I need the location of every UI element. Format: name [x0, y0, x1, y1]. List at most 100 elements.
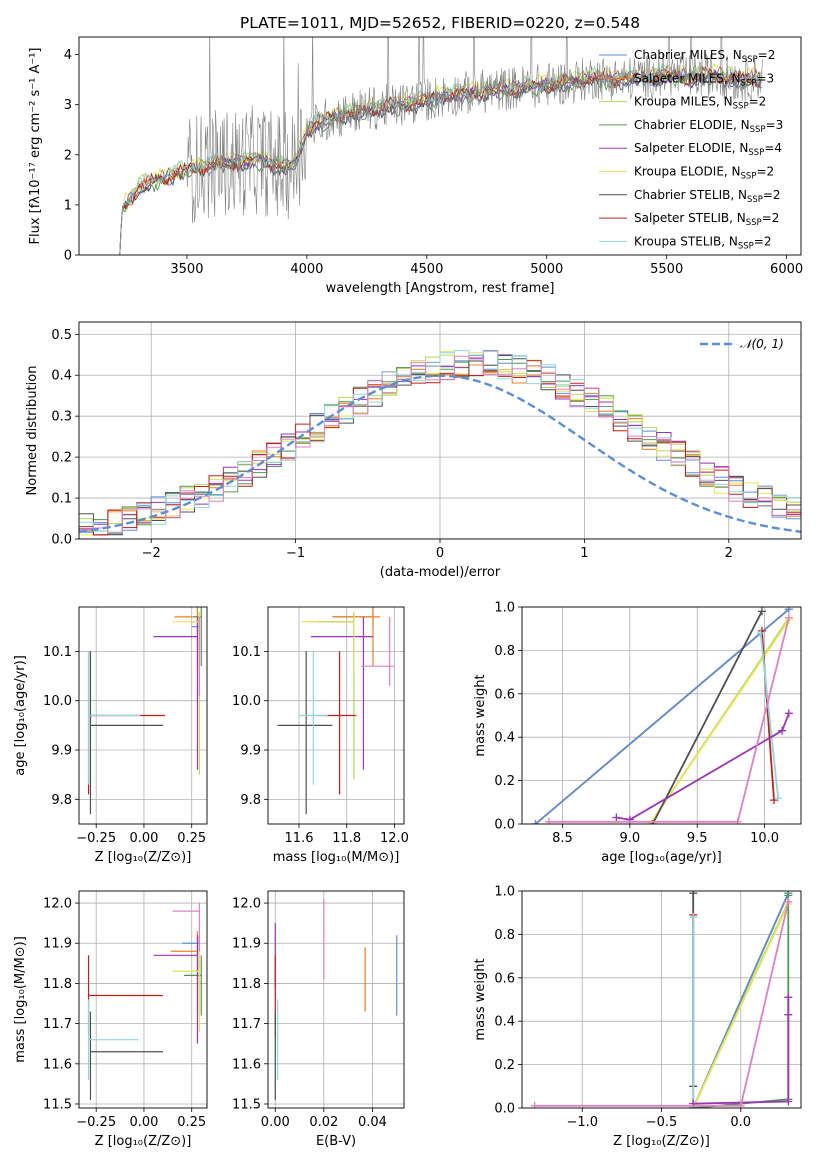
plot-area	[87, 903, 202, 1100]
x-tick-label: 2	[725, 546, 733, 561]
x-tick-label: 6000	[770, 262, 803, 277]
y-tick-label: 0.3	[51, 410, 72, 425]
x-tick-label: 0.00	[129, 831, 158, 846]
y-axis-label: Flux [fλ10⁻¹⁷ erg cm⁻² s⁻¹ A⁻¹]	[28, 48, 43, 245]
weight-marker	[770, 796, 779, 805]
weight-marker	[756, 629, 765, 638]
y-tick-label: 11.9	[232, 937, 261, 952]
ebv-mass-panel: 0.00 0.02 0.04 11.5 11.6 11.7 11.8 11.9 12.0 E(B-…	[232, 890, 405, 1149]
y-tick-label: 1.0	[494, 601, 515, 616]
x-axis-label: E(B-V)	[316, 1134, 356, 1149]
x-tick-label: 12.0	[380, 831, 409, 846]
y-tick-label: 11.8	[43, 977, 72, 992]
plot-area	[119, 37, 763, 255]
x-tick-label: 4500	[410, 262, 443, 277]
plot-area	[531, 607, 793, 824]
y-tick-label: 1	[64, 198, 72, 213]
x-tick-label: 0.00	[261, 1115, 290, 1130]
y-tick-label: 0.6	[494, 687, 515, 702]
x-tick-label: 11.8	[332, 831, 361, 846]
x-axis-label: Z [log₁₀(Z/Z⊙)]	[613, 1134, 710, 1149]
axes-frame	[267, 890, 405, 1109]
y-tick-label: 11.6	[232, 1057, 261, 1072]
weight-marker	[530, 1101, 539, 1108]
x-tick-label: 0.25	[177, 1115, 206, 1130]
y-tick-label: 11.9	[43, 937, 72, 952]
legend-label: Chabrier ELODIE, NSSP=3	[634, 118, 783, 135]
axes-frame	[78, 36, 802, 256]
weight-marker	[544, 817, 553, 824]
plot-area	[79, 350, 801, 536]
y-tick-label: 9.9	[51, 744, 72, 759]
x-tick-label: 0.0	[730, 1115, 751, 1130]
weight-marker	[733, 817, 742, 824]
plot-area	[277, 607, 395, 815]
legend-label: Salpeter ELODIE, NSSP=4	[634, 141, 782, 158]
weight-marker	[774, 793, 783, 802]
residual-histogram	[79, 350, 801, 534]
x-tick-label: 8.5	[552, 831, 573, 846]
model-spectrum-line	[119, 62, 763, 255]
model-spectrum-line	[119, 64, 763, 255]
y-tick-label: 0.4	[51, 369, 72, 384]
weight-line	[616, 712, 790, 821]
x-tick-label: 4000	[290, 262, 323, 277]
residual-histogram	[79, 360, 801, 536]
weight-line	[649, 619, 790, 824]
residual-histogram	[79, 355, 801, 533]
x-tick-label: −1.0	[566, 1115, 598, 1130]
y-axis-label: mass [log₁₀(M/M⊙)]	[13, 936, 28, 1063]
weight-line	[692, 903, 790, 1108]
legend-label: Salpeter STELIB, NSSP=2	[634, 211, 779, 228]
age-weight-panel: 8.5 9.0 9.5 10.0 0.0 0.2 0.4 0.6 0.8 1.0 age [log₁…	[473, 601, 802, 865]
x-tick-label: 5500	[650, 262, 683, 277]
legend-label: 𝒩(0, 1)	[740, 337, 784, 351]
x-tick-label: 0.00	[129, 1115, 158, 1130]
y-tick-label: 2	[64, 148, 72, 163]
y-tick-label: 0.0	[51, 533, 72, 548]
axes-frame	[78, 890, 208, 1109]
x-tick-label: 9.5	[687, 831, 708, 846]
legend-label: Kroupa MILES, NSSP=2	[634, 95, 766, 112]
y-tick-label: 0.2	[494, 1058, 515, 1073]
y-axis-label: mass weight	[473, 674, 488, 756]
axes-frame	[267, 606, 405, 825]
y-tick-label: 10.0	[43, 694, 72, 709]
legend-label: Kroupa ELODIE, NSSP=2	[634, 165, 774, 182]
y-tick-label: 11.7	[43, 1017, 72, 1032]
x-tick-label: −0.25	[76, 831, 116, 846]
y-tick-label: 4	[64, 48, 72, 63]
z-mass-panel: −0.25 0.00 0.25 11.5 11.6 11.7 11.8 11.9 12.0 Z […	[13, 890, 208, 1149]
weight-marker	[784, 607, 793, 614]
y-tick-label: 11.6	[43, 1057, 72, 1072]
axes-frame	[521, 606, 802, 825]
weight-marker	[784, 897, 793, 906]
x-tick-label: 0.02	[309, 1115, 338, 1130]
y-tick-label: 9.9	[240, 744, 261, 759]
x-axis-label: (data-model)/error	[380, 565, 501, 580]
weight-marker	[784, 613, 793, 622]
y-tick-label: 11.7	[232, 1017, 261, 1032]
x-tick-label: 0.25	[177, 831, 206, 846]
y-tick-label: 0.2	[494, 774, 515, 789]
y-tick-label: 10.1	[43, 645, 72, 660]
y-tick-label: 0.8	[494, 928, 515, 943]
plot-area	[274, 899, 398, 1100]
weight-marker	[612, 813, 621, 822]
spectrum-panel: 3500 4000 4500 5000 5500 6000 0 1 2 3 4 wavelength …	[28, 36, 803, 296]
x-axis-label: Z [log₁₀(Z/Z⊙)]	[95, 850, 192, 865]
weight-marker	[736, 1101, 745, 1108]
legend-label: Kroupa STELIB, NSSP=2	[634, 234, 772, 251]
axes-frame	[78, 321, 802, 540]
legend-label: Chabrier MILES, NSSP=2	[634, 48, 775, 65]
weight-line	[534, 608, 790, 824]
x-tick-label: 9.0	[619, 831, 640, 846]
weight-marker	[784, 1010, 793, 1019]
y-tick-label: 3	[64, 98, 72, 113]
gaussian-curve	[79, 374, 801, 533]
x-tick-label: −0.25	[76, 1115, 116, 1130]
weight-marker	[689, 913, 698, 922]
x-tick-label: 3500	[170, 262, 203, 277]
x-tick-label: 0.04	[358, 1115, 387, 1130]
weight-marker	[784, 993, 793, 1002]
